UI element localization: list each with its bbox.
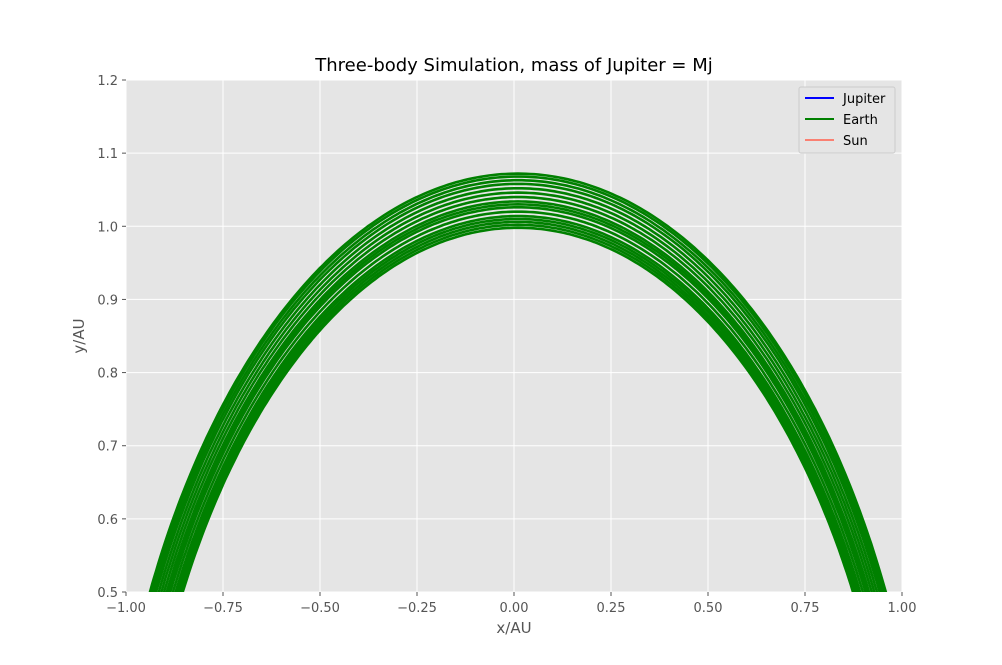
x-tick-label: 1.00 [888,601,917,616]
y-axis-ticks: 0.5 0.6 0.7 0.8 0.9 1.0 1.1 1.2 [97,74,126,601]
x-tick-label: −1.00 [106,601,146,616]
earth-orbit-line [181,226,855,592]
y-tick-label: 0.5 [97,586,118,601]
earth-orbit-line [162,195,874,592]
earth-orbit-line [165,200,871,592]
legend-box [798,86,896,154]
earth-orbit-line [150,175,886,592]
earth-orbit-line [148,172,888,592]
earth-orbit-line [168,206,867,592]
chart-title: Three-body Simulation, mass of Jupiter =… [314,55,712,76]
earth-orbit-line [154,182,881,592]
x-tick-label: −0.50 [300,601,340,616]
x-axis-label: x/AU [496,619,531,637]
x-axis-ticks: −1.00 −0.75 −0.50 −0.25 0.00 0.25 0.50 0.75 1.00 [106,592,916,616]
y-tick-label: 1.0 [97,220,118,235]
y-tick-label: 1.1 [97,147,118,162]
y-tick-label: 0.9 [97,293,118,308]
earth-orbit-line [174,214,862,592]
x-tick-label: 0.75 [791,601,820,616]
x-tick-label: −0.25 [397,601,437,616]
y-tick-label: 0.7 [97,440,118,455]
legend: Jupiter Earth Sun [798,86,896,154]
y-tick-label: 0.8 [97,367,118,382]
earth-orbit-line [152,178,884,592]
earth-orbit-line [179,223,857,592]
y-axis-label: y/AU [70,318,88,353]
legend-label-jupiter: Jupiter [842,92,886,107]
y-tick-label: 0.6 [97,513,118,528]
x-tick-label: −0.75 [203,601,243,616]
earth-orbit-line [167,202,869,592]
y-tick-label: 1.2 [97,74,118,89]
earth-orbit-line [177,220,858,592]
legend-label-sun: Sun [843,134,868,149]
x-tick-label: 0.25 [597,601,626,616]
x-tick-label: 0.00 [500,601,529,616]
x-tick-label: 0.50 [694,601,723,616]
earth-orbit-line [160,191,876,592]
earth-orbit-line [171,210,865,592]
earth-orbit-line [176,217,860,592]
legend-label-earth: Earth [843,113,878,128]
earth-orbit-traces [148,172,888,592]
earth-orbit-line [157,187,879,592]
